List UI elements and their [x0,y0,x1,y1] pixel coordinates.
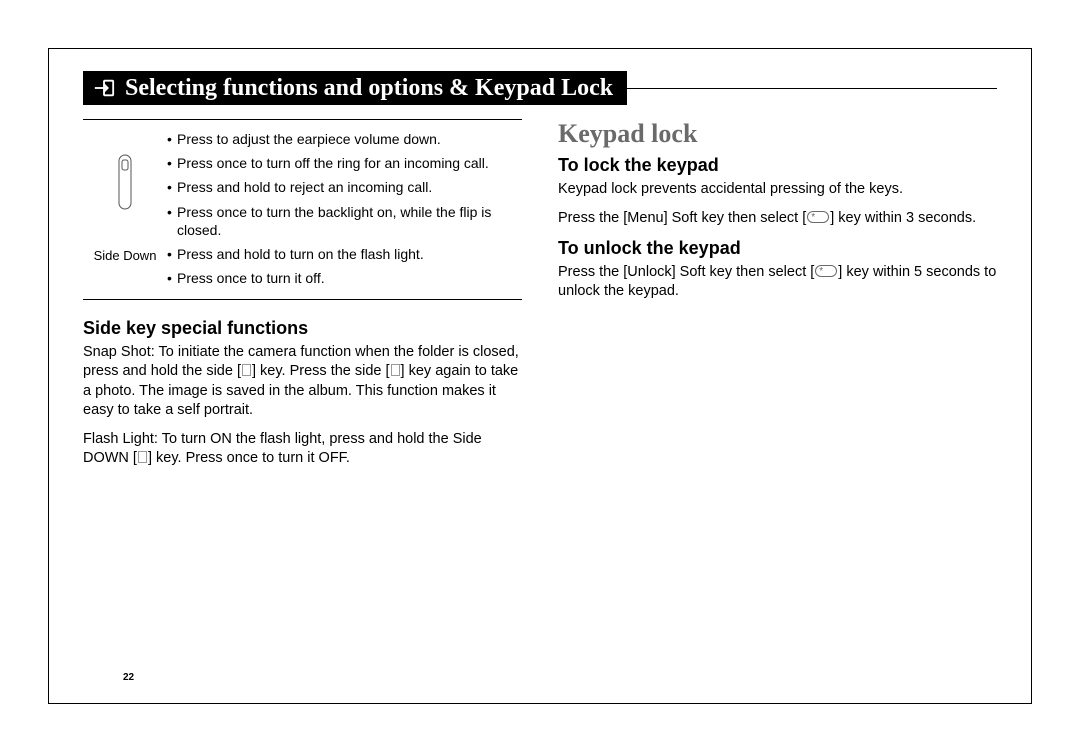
enter-arrow-icon [93,77,115,99]
page-title: Selecting functions and options & Keypad… [125,75,613,102]
text: Press the [Menu] Soft key then select [ [558,210,806,226]
side-key-functions-list: Press to adjust the earpiece volume down… [167,130,522,293]
right-column: Keypad lock To lock the keypad Keypad lo… [558,119,997,478]
side-down-key-icon [138,451,147,463]
title-pill: Selecting functions and options & Keypad… [83,71,627,105]
side-key-function-item: Press and hold to reject an incoming cal… [167,178,522,196]
to-unlock-heading: To unlock the keypad [558,238,997,259]
side-up-key-icon [242,364,251,376]
side-key-table: Side Down Press to adjust the earpiece v… [83,119,522,300]
text: ] key. Press once to turn it OFF. [148,450,350,466]
star-key-icon [815,265,837,277]
to-lock-heading: To lock the keypad [558,155,997,176]
columns: Side Down Press to adjust the earpiece v… [83,119,997,478]
side-key-function-item: Press once to turn the backlight on, whi… [167,203,522,239]
lock-desc: Keypad lock prevents accidental pressing… [558,180,997,199]
side-key-function-item: Press once to turn off the ring for an i… [167,154,522,172]
keypad-lock-heading: Keypad lock [558,119,997,149]
page-number: 22 [123,672,134,683]
title-rule [627,88,997,89]
title-bar: Selecting functions and options & Keypad… [83,71,997,105]
text: ] key within 3 seconds. [830,210,976,226]
left-column: Side Down Press to adjust the earpiece v… [83,119,522,478]
side-key-function-item: Press and hold to turn on the flash ligh… [167,245,522,263]
text: Press the [Unlock] Soft key then select … [558,264,814,280]
side-up-key-icon [391,364,400,376]
text: ] key. Press the side [ [252,363,390,379]
snap-shot-paragraph: Snap Shot: To initiate the camera functi… [83,343,522,420]
side-key-special-heading: Side key special functions [83,318,522,339]
manual-page: Selecting functions and options & Keypad… [48,48,1032,704]
side-key-label: Side Down [94,248,157,263]
side-key-cell: Side Down [83,130,167,263]
unlock-instructions: Press the [Unlock] Soft key then select … [558,263,997,301]
side-down-key-icon [118,154,132,210]
lock-instructions: Press the [Menu] Soft key then select []… [558,209,997,228]
side-key-function-item: Press to adjust the earpiece volume down… [167,130,522,148]
flash-light-paragraph: Flash Light: To turn ON the flash light,… [83,430,522,468]
star-key-icon [807,211,829,223]
side-key-function-item: Press once to turn it off. [167,269,522,287]
